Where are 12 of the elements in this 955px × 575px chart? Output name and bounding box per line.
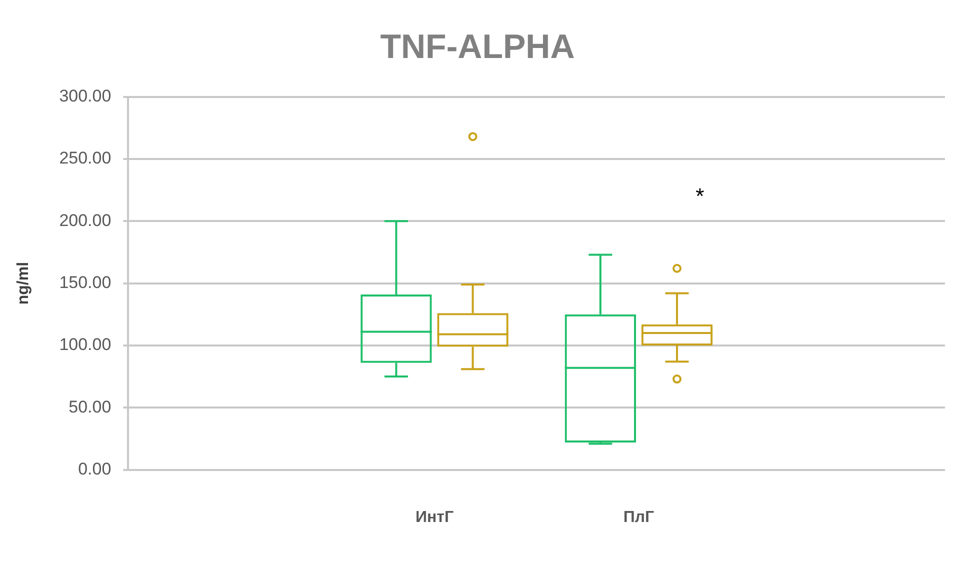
x-tick-label: ПлГ [623,508,654,526]
annotation: * [696,184,705,209]
y-tick-label: 200.00 [59,210,112,230]
x-tick-label: ИнтГ [415,508,454,526]
y-axis-title: ng/ml [15,262,32,305]
y-tick-label: 100.00 [59,335,112,354]
chart-title: TNF-ALPHA [380,28,575,66]
y-tick-label: 250.00 [59,148,112,168]
y-tick-label: 0.00 [78,459,112,478]
y-tick-label: 300.00 [59,86,112,106]
y-tick-label: 150.00 [59,272,112,292]
y-tick-label: 50.00 [68,397,112,416]
